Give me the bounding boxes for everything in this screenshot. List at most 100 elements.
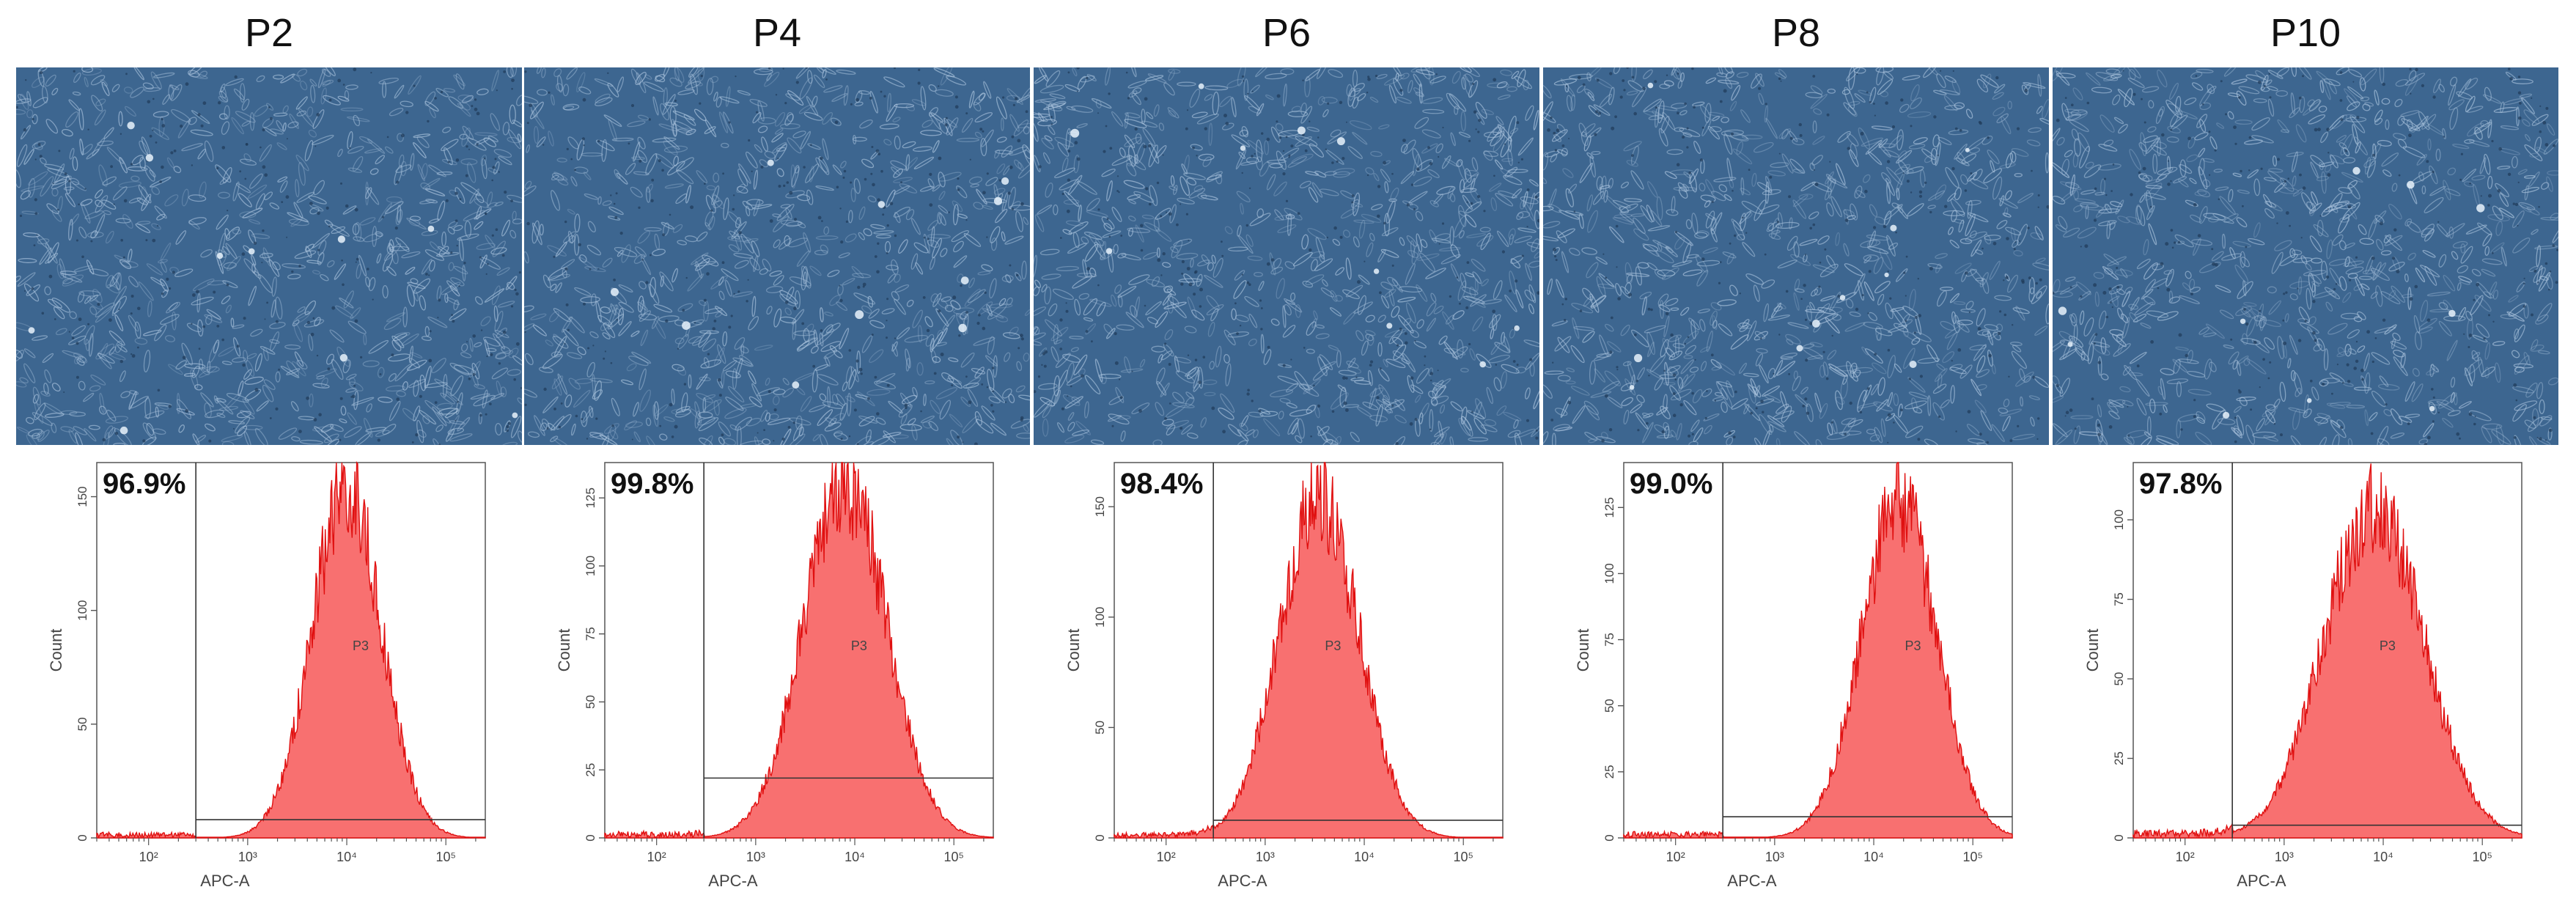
gate-label: P3 bbox=[851, 638, 867, 653]
x-tick-label: 10⁴ bbox=[2373, 850, 2393, 864]
panel-p6: P6 P3 98.4% 0 50 100 150 10² 10³ 10⁴ 10⁵ APC-A Count bbox=[1034, 0, 1539, 898]
gated-percent-label: 98.4% bbox=[1120, 468, 1203, 500]
x-axis-label: APC-A bbox=[2237, 872, 2286, 890]
microscopy-texture bbox=[2053, 67, 2558, 445]
gated-percent-label: 97.8% bbox=[2139, 468, 2222, 500]
x-tick-label: 10³ bbox=[1256, 850, 1275, 864]
gated-percent-label: 99.0% bbox=[1630, 468, 1712, 500]
passage-title: P6 bbox=[1262, 11, 1311, 55]
histogram-chart: P3 97.8% 0 25 50 75 100 10² 10³ 10⁴ 10⁵ APC-A Count bbox=[2053, 458, 2558, 898]
histogram-svg: P3 98.4% 0 50 100 150 10² 10³ 10⁴ 10⁵ APC-A Count bbox=[1064, 462, 1504, 890]
y-tick-label: 75 bbox=[2112, 592, 2126, 606]
histogram-chart: P3 99.0% 0 25 50 75 100 125 10² 10³ 10⁴ 10⁵ APC-A Cou… bbox=[1543, 458, 2049, 898]
x-tick-label: 10⁴ bbox=[1354, 850, 1375, 864]
microscopy-image bbox=[1034, 67, 1539, 445]
y-tick-label: 100 bbox=[1602, 563, 1616, 584]
x-tick-label: 10² bbox=[2176, 850, 2195, 864]
microscopy-image bbox=[1543, 67, 2049, 445]
x-axis-label: APC-A bbox=[1218, 872, 1267, 890]
histogram-svg: P3 99.0% 0 25 50 75 100 125 10² 10³ 10⁴ 10⁵ APC-A Cou… bbox=[1574, 462, 2013, 890]
x-axis-label: APC-A bbox=[1727, 872, 1777, 890]
panel-p10: P10 P3 97.8% 0 25 50 75 100 10² 10³ 10⁴ 10⁵ APC-A Cou… bbox=[2053, 0, 2558, 898]
x-tick-label: 10⁴ bbox=[844, 850, 865, 864]
y-tick-label: 100 bbox=[1093, 607, 1107, 628]
y-tick-label: 0 bbox=[584, 834, 597, 841]
y-tick-label: 150 bbox=[1093, 496, 1107, 517]
y-axis-label: Count bbox=[1064, 629, 1083, 672]
x-tick-label: 10² bbox=[139, 850, 158, 864]
histogram-chart: P3 96.9% 0 50 100 150 10² 10³ 10⁴ 10⁵ APC-A Count bbox=[16, 458, 522, 898]
y-tick-label: 25 bbox=[584, 763, 597, 777]
y-axis-label: Count bbox=[1574, 629, 1592, 672]
gate-label: P3 bbox=[353, 638, 369, 653]
passage-title: P10 bbox=[2270, 11, 2341, 55]
gated-percent-label: 99.8% bbox=[611, 468, 693, 500]
y-tick-label: 100 bbox=[2112, 509, 2126, 530]
histogram-area bbox=[2132, 463, 2522, 839]
panel-p2: P2 P3 96.9% 0 50 100 150 10² 10³ 10⁴ 10⁵ APC-A Count bbox=[16, 0, 522, 898]
x-tick-label: 10³ bbox=[1765, 850, 1784, 864]
gated-percent-label: 96.9% bbox=[103, 468, 185, 500]
x-tick-label: 10⁵ bbox=[1453, 850, 1473, 864]
gate-label: P3 bbox=[1325, 638, 1341, 653]
histogram-svg: P3 99.8% 0 25 50 75 100 125 10² 10³ 10⁴ 10⁵ APC-A Cou… bbox=[555, 462, 994, 890]
passage-title: P8 bbox=[1771, 11, 1821, 55]
x-tick-label: 10² bbox=[1157, 850, 1176, 864]
y-tick-label: 150 bbox=[76, 486, 89, 507]
y-tick-label: 75 bbox=[1602, 633, 1616, 647]
x-tick-label: 10⁵ bbox=[943, 850, 963, 864]
histogram-svg: P3 96.9% 0 50 100 150 10² 10³ 10⁴ 10⁵ APC-A Count bbox=[47, 461, 486, 890]
x-tick-label: 10⁴ bbox=[1863, 850, 1884, 864]
x-tick-label: 10³ bbox=[238, 850, 257, 864]
cell-layer bbox=[524, 67, 1030, 445]
passage-title: P2 bbox=[244, 11, 294, 55]
cell-layer bbox=[2053, 67, 2558, 445]
x-tick-label: 10⁵ bbox=[2472, 850, 2492, 864]
microscopy-texture bbox=[524, 67, 1030, 445]
y-tick-label: 0 bbox=[76, 834, 89, 841]
x-tick-label: 10⁴ bbox=[336, 850, 357, 864]
x-axis-label: APC-A bbox=[708, 872, 758, 890]
y-tick-label: 75 bbox=[584, 627, 597, 641]
y-tick-label: 125 bbox=[584, 487, 597, 508]
y-tick-label: 50 bbox=[1093, 721, 1107, 735]
y-tick-label: 125 bbox=[1602, 497, 1616, 518]
y-axis-label: Count bbox=[2083, 629, 2102, 672]
panel-p4: P4 P3 99.8% 0 25 50 75 100 125 10² 10³ 10⁴ 10⁵ APC-A C… bbox=[524, 0, 1030, 898]
y-tick-label: 0 bbox=[1093, 834, 1107, 841]
y-tick-label: 50 bbox=[76, 717, 89, 731]
x-tick-label: 10² bbox=[1666, 850, 1685, 864]
x-tick-label: 10⁵ bbox=[435, 850, 455, 864]
y-tick-label: 25 bbox=[2112, 751, 2126, 765]
y-tick-label: 50 bbox=[584, 695, 597, 709]
cell-layer bbox=[1543, 67, 2049, 445]
histogram-chart: P3 98.4% 0 50 100 150 10² 10³ 10⁴ 10⁵ APC-A Count bbox=[1034, 458, 1539, 898]
panel-p8: P8 P3 99.0% 0 25 50 75 100 125 10² 10³ 10⁴ 10⁵ APC-A C… bbox=[1543, 0, 2049, 898]
y-tick-label: 25 bbox=[1602, 765, 1616, 779]
microscopy-texture bbox=[1034, 67, 1539, 445]
cell-layer bbox=[1034, 67, 1539, 445]
gate-label: P3 bbox=[2380, 638, 2396, 653]
microscopy-background bbox=[524, 67, 1030, 445]
y-tick-label: 0 bbox=[2112, 834, 2126, 841]
microscopy-image bbox=[524, 67, 1030, 445]
x-tick-label: 10⁵ bbox=[1962, 850, 1982, 864]
y-tick-label: 50 bbox=[2112, 672, 2126, 686]
y-tick-label: 100 bbox=[584, 556, 597, 576]
histogram-area bbox=[96, 461, 486, 839]
passage-title: P4 bbox=[752, 11, 802, 55]
histogram-area bbox=[1114, 462, 1504, 839]
cell-layer bbox=[16, 67, 522, 445]
microscopy-image bbox=[2053, 67, 2558, 445]
y-axis-label: Count bbox=[47, 629, 65, 672]
x-tick-label: 10³ bbox=[746, 850, 765, 864]
gate-label: P3 bbox=[1905, 638, 1921, 653]
y-tick-label: 0 bbox=[1602, 834, 1616, 841]
y-tick-label: 50 bbox=[1602, 699, 1616, 713]
y-tick-label: 100 bbox=[76, 600, 89, 621]
microscopy-texture bbox=[16, 67, 522, 445]
histogram-area bbox=[604, 462, 994, 839]
x-tick-label: 10³ bbox=[2275, 850, 2294, 864]
histogram-area bbox=[1623, 462, 2013, 839]
microscopy-image bbox=[16, 67, 522, 445]
